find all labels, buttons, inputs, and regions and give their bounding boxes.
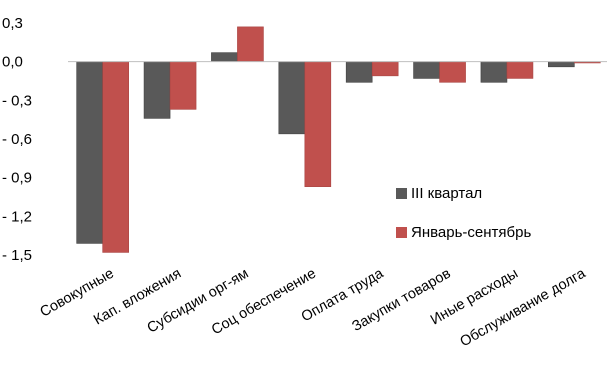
bar-1-5 <box>345 61 373 83</box>
legend-label: Январь-сентябрь <box>411 224 531 241</box>
bar-2-6 <box>439 61 466 83</box>
y-tick-label: - 0,9 <box>2 170 32 187</box>
bar-1-3 <box>211 52 238 62</box>
y-tick-label: - 1,5 <box>2 247 32 264</box>
y-tick-label: 0,0 <box>2 54 23 71</box>
y-tick-label: - 1,2 <box>2 208 32 225</box>
bar-1-4 <box>278 61 306 135</box>
legend-swatch <box>396 188 407 199</box>
y-tick-label: - 0,6 <box>2 131 32 148</box>
bar-1-7 <box>480 61 508 83</box>
bar-1-2 <box>143 61 171 119</box>
bar-2-2 <box>169 61 197 110</box>
bars <box>76 26 601 253</box>
bar-1-1 <box>76 61 103 244</box>
bar-1-6 <box>413 61 440 79</box>
bar-2-1 <box>102 61 129 253</box>
y-tick-label: 0,3 <box>2 15 23 32</box>
bar-2-7 <box>506 61 534 79</box>
bar-2-3 <box>237 26 264 62</box>
x-tick-label: Обслуживание долга <box>457 265 589 350</box>
y-tick-label: - 0,3 <box>2 92 32 109</box>
bar-2-5 <box>371 61 399 77</box>
legend-swatch <box>396 227 407 238</box>
legend-label: III квартал <box>411 185 482 202</box>
legend: III квартал Январь-сентябрь <box>396 185 531 241</box>
y-axis-ticks: 0,3 0,0 - 0,3 - 0,6 - 0,9 - 1,2 - 1,5 <box>2 15 32 264</box>
bar-2-4 <box>304 61 332 187</box>
bar-1-8 <box>548 61 575 68</box>
